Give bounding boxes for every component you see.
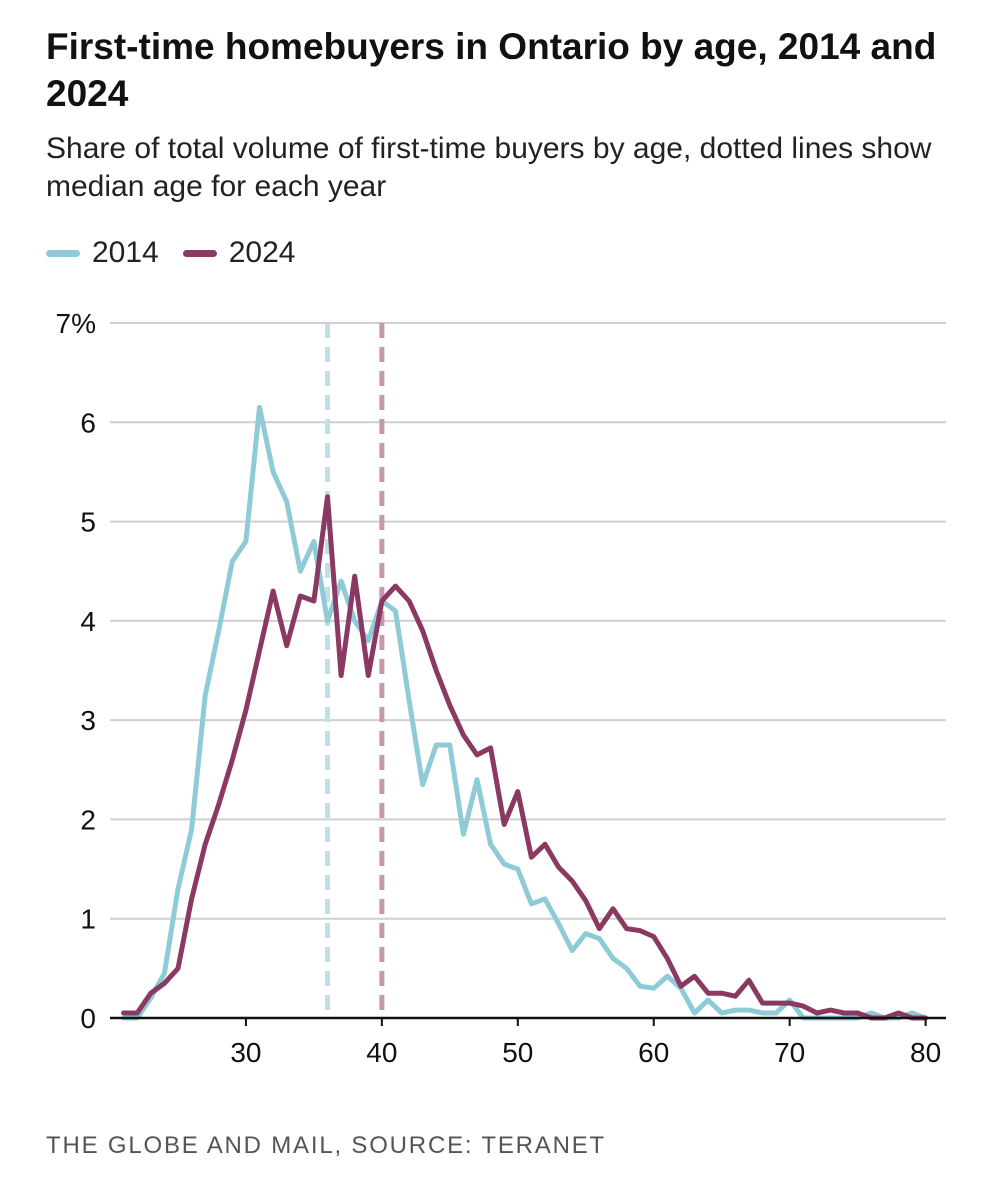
series-line-2024 bbox=[121, 494, 929, 1021]
x-tick-label: 80 bbox=[910, 1037, 941, 1068]
y-tick-label: 7% bbox=[56, 308, 96, 339]
y-tick-label: 6 bbox=[80, 407, 96, 438]
line-chart: 0 1 2 3 4 5 6 7% 30 40 50 60 70 80 bbox=[56, 308, 946, 1068]
y-tick-label: 2 bbox=[80, 804, 96, 835]
y-axis-labels: 0 1 2 3 4 5 6 7% bbox=[56, 308, 96, 1034]
legend-label-2014: 2014 bbox=[92, 236, 159, 269]
legend-swatch-2014 bbox=[46, 249, 80, 257]
y-tick-label: 5 bbox=[80, 507, 96, 538]
x-tick-label: 40 bbox=[366, 1037, 397, 1068]
x-tick-label: 30 bbox=[230, 1037, 261, 1068]
chart-title: First-time homebuyers in Ontario by age,… bbox=[46, 26, 937, 114]
y-tick-label: 4 bbox=[80, 606, 96, 637]
median-lines bbox=[324, 323, 385, 1018]
source-credit: THE GLOBE AND MAIL, SOURCE: TERANET bbox=[46, 1132, 606, 1159]
x-tick-label: 60 bbox=[638, 1037, 669, 1068]
chart-legend: 2014 2024 bbox=[46, 236, 320, 270]
legend-item-2014: 2014 bbox=[46, 236, 159, 270]
legend-item-2024: 2024 bbox=[182, 236, 296, 270]
series-lines bbox=[121, 404, 929, 1021]
y-tick-label: 3 bbox=[80, 705, 96, 736]
x-tick-label: 50 bbox=[502, 1037, 533, 1068]
y-tick-label: 0 bbox=[80, 1003, 96, 1034]
chart-subtitle: Share of total volume of first-time buye… bbox=[46, 132, 932, 203]
legend-label-2024: 2024 bbox=[228, 236, 296, 269]
x-tick-label: 70 bbox=[774, 1037, 805, 1068]
y-tick-label: 1 bbox=[80, 904, 96, 935]
legend-swatch-2024 bbox=[182, 249, 217, 257]
x-axis: 30 40 50 60 70 80 bbox=[110, 1016, 946, 1068]
